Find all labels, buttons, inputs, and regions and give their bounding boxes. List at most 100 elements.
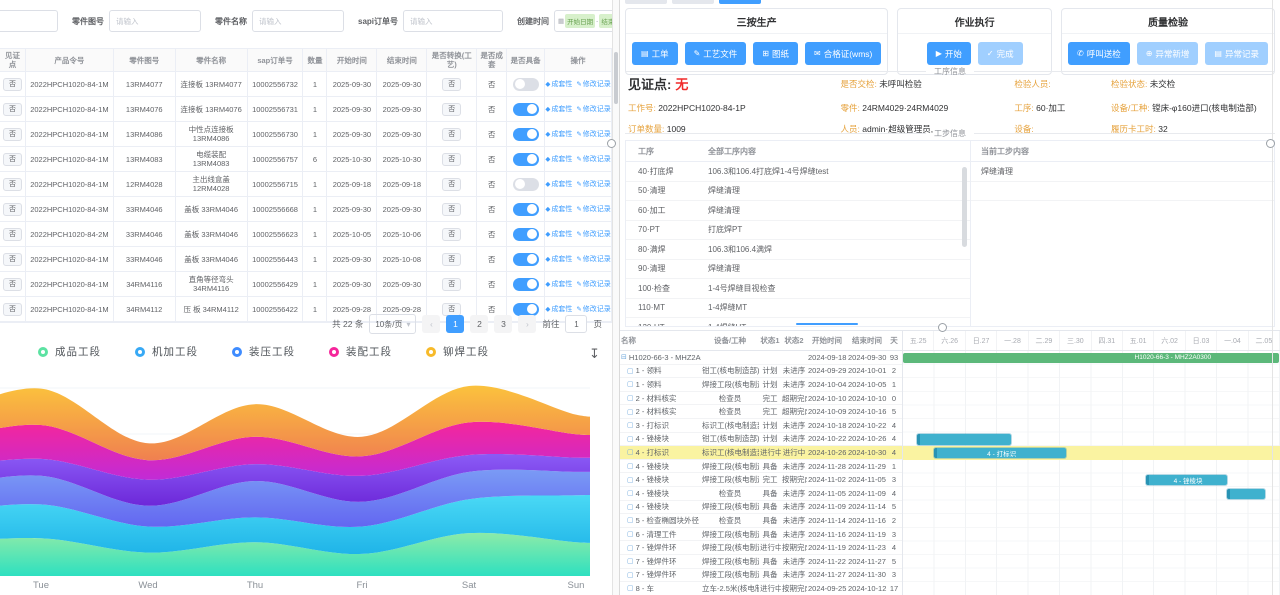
gantt-bar-group[interactable]: H1020-66-3 - MHZ2A0300 <box>903 352 1279 363</box>
top-tab[interactable] <box>672 0 714 4</box>
gantt-task-row[interactable]: ▢4 - 锉棱块 焊接工段(核电制造部)具备未进序2024-11-092024-1… <box>620 501 902 515</box>
convert-no-button[interactable]: 否 <box>442 152 462 166</box>
step-row[interactable]: 80·满焊 106.3和106.4满焊 <box>626 240 970 260</box>
convert-no-button[interactable]: 否 <box>442 227 462 241</box>
gantt-bar-task[interactable]: 4 - 打标识 <box>934 447 1066 459</box>
gantt-task-row[interactable]: ▢7 - 锉焊件环 焊接工段(核电制造部)具备未进序2024-11-222024-… <box>620 555 902 569</box>
step-row[interactable]: 60·加工 焊缝清理 <box>626 201 970 221</box>
action-link-kit-icon[interactable]: ◆成套性 <box>545 230 573 238</box>
action-link-edit-record-icon[interactable]: ✎修改记录 <box>576 230 611 238</box>
gantt-task-row[interactable]: ▢1 - 领料 焊接工段(核电制造部)计划未进序2024-10-042024-10… <box>620 378 902 392</box>
step-row[interactable]: 100·检查 1-4号焊缝目视检查 <box>626 279 970 299</box>
pane-scrollbar[interactable] <box>612 0 620 595</box>
gantt-task-row[interactable]: ▢6 - 清理工件 焊接工段(核电制造部)具备未进序2024-11-162024-… <box>620 528 902 542</box>
witness-no-button[interactable]: 否 <box>2 202 22 216</box>
gantt-task-row[interactable]: ▢7 - 锉焊件环 焊接工段(核电制造部)具备未进序2024-11-272024-… <box>620 569 902 583</box>
scrollbar-thumb[interactable] <box>614 52 618 104</box>
gantt-task-row[interactable]: ▢8 - 车 立车-2.5米(核电制造部)进行中按期完成2024-09-25202… <box>620 582 902 595</box>
gantt-task-row[interactable]: ▢ 5 - 检查椭圆块外径 检查员 具备 未进序 2024-11-14 2024-11-16… <box>620 514 902 528</box>
action-link-edit-record-icon[interactable]: ✎修改记录 <box>576 280 611 288</box>
enabled-toggle[interactable] <box>512 202 539 216</box>
convert-no-button[interactable]: 否 <box>442 177 462 191</box>
action-link-kit-icon[interactable]: ◆成套性 <box>545 155 573 163</box>
witness-no-button[interactable]: 否 <box>2 252 22 266</box>
page-button-2[interactable]: 2 <box>470 315 489 333</box>
enabled-toggle[interactable] <box>512 252 539 266</box>
step-row[interactable]: 40·打底焊 106.3和106.4打底焊1-4号焊缝test <box>626 162 970 182</box>
action-link-kit-icon[interactable]: ◆成套性 <box>545 80 573 88</box>
next-page-button[interactable]: › <box>518 315 537 333</box>
witness-no-button[interactable]: 否 <box>2 302 22 316</box>
图纸-button[interactable]: ⊞ 图纸 <box>753 42 799 65</box>
异常新增-button[interactable]: ⊕ 异常新增 <box>1136 42 1199 65</box>
prev-page-button[interactable]: ‹ <box>422 315 441 333</box>
step-row[interactable]: 110·MT 1-4焊缝MT <box>626 299 970 318</box>
page-button-3[interactable]: 3 <box>494 315 513 333</box>
action-link-kit-icon[interactable]: ◆成套性 <box>545 205 573 213</box>
part-drawing-no-input[interactable] <box>109 10 201 32</box>
异常记录-button[interactable]: ▤ 异常记录 <box>1205 42 1268 65</box>
enabled-toggle[interactable] <box>512 152 539 166</box>
legend-item[interactable]: 铆焊工段 <box>426 344 489 359</box>
page-size-select[interactable]: 10条/页 ▾ <box>369 314 417 334</box>
action-link-kit-icon[interactable]: ◆成套性 <box>545 105 573 113</box>
resize-handle[interactable] <box>1266 139 1275 148</box>
enabled-toggle[interactable] <box>512 177 539 191</box>
action-link-edit-record-icon[interactable]: ✎修改记录 <box>576 155 611 163</box>
enabled-toggle[interactable] <box>512 227 539 241</box>
enabled-toggle[interactable] <box>512 102 539 116</box>
convert-no-button[interactable]: 否 <box>442 277 462 291</box>
action-link-edit-record-icon[interactable]: ✎修改记录 <box>576 130 611 138</box>
legend-item[interactable]: 成品工段 <box>38 344 101 359</box>
action-link-edit-record-icon[interactable]: ✎修改记录 <box>576 80 611 88</box>
enabled-toggle[interactable] <box>512 77 539 91</box>
开始-button[interactable]: ▶ 开始 <box>926 42 971 65</box>
action-link-kit-icon[interactable]: ◆成套性 <box>545 180 573 188</box>
witness-no-button[interactable]: 否 <box>2 177 22 191</box>
legend-item[interactable]: 装压工段 <box>232 344 295 359</box>
witness-no-button[interactable]: 否 <box>2 127 22 141</box>
gantt-task-row[interactable]: ▢ 4 - 锉棱块 钳工(核电制造部) 计划 未进序 2024-10-22 2024-10-… <box>620 433 902 447</box>
action-link-edit-record-icon[interactable]: ✎修改记录 <box>576 205 611 213</box>
page-button-1[interactable]: 1 <box>446 315 465 333</box>
convert-no-button[interactable]: 否 <box>442 102 462 116</box>
witness-no-button[interactable]: 否 <box>2 77 22 91</box>
enabled-toggle[interactable] <box>512 302 539 316</box>
enabled-toggle[interactable] <box>512 277 539 291</box>
完成-button[interactable]: ✓ 完成 <box>977 42 1023 65</box>
gantt-bar-task[interactable] <box>1227 488 1265 499</box>
gantt-task-row[interactable]: ▢ 1 - 领料 钳工(核电制造部) 计划 未进序 2024-09-29 2024-10-0… <box>620 365 902 379</box>
create-time-range-picker[interactable]: ▦ 开始日期 - 结束日期 <box>554 10 612 32</box>
top-tab[interactable] <box>625 0 667 4</box>
action-link-kit-icon[interactable]: ◆成套性 <box>545 130 573 138</box>
convert-no-button[interactable]: 否 <box>442 127 462 141</box>
legend-item[interactable]: 机加工段 <box>135 344 198 359</box>
start-date-placeholder[interactable]: 开始日期 <box>565 14 596 28</box>
action-link-kit-icon[interactable]: ◆成套性 <box>545 305 573 313</box>
resize-handle[interactable] <box>938 323 947 332</box>
steps-hscrollbar[interactable] <box>796 322 858 325</box>
gantt-task-row[interactable]: ⊟H1020-66-3 - MHZ2A0300 2024-09-182024-09… <box>620 351 902 365</box>
gantt-task-row[interactable]: ▢4 - 锉棱块 焊接工段(核电制造部)具备未进序2024-11-282024-1… <box>620 460 902 474</box>
download-icon[interactable]: ↧ <box>589 346 600 361</box>
step-row[interactable]: 120·UT1-4焊缝UT <box>626 318 970 326</box>
工单-button[interactable]: ▤ 工单 <box>632 42 678 65</box>
action-link-edit-record-icon[interactable]: ✎修改记录 <box>576 105 611 113</box>
gantt-task-row[interactable]: ▢3 - 打标识 标识工(核电制造部)计划未进序2024-10-182024-10… <box>620 419 902 433</box>
enabled-toggle[interactable] <box>512 127 539 141</box>
gantt-task-row[interactable]: ▢4 - 打标识标识工(核电制造部)进行中进行中2024-10-262024-1… <box>620 446 902 460</box>
工艺文件-button[interactable]: ✎ 工艺文件 <box>684 42 747 65</box>
witness-no-button[interactable]: 否 <box>2 277 22 291</box>
action-link-edit-record-icon[interactable]: ✎修改记录 <box>576 255 611 263</box>
gantt-bar-task[interactable]: 4 - 锉棱块 <box>1145 474 1228 486</box>
witness-no-button[interactable]: 否 <box>2 102 22 116</box>
witness-no-button[interactable]: 否 <box>2 227 22 241</box>
goto-page-input[interactable] <box>565 315 588 333</box>
end-date-placeholder[interactable]: 结束日期 <box>599 14 612 28</box>
action-link-edit-record-icon[interactable]: ✎修改记录 <box>576 180 611 188</box>
convert-no-button[interactable]: 否 <box>442 252 462 266</box>
gantt-task-row[interactable]: ▢4 - 锉棱块 焊接工段(核电制造部)完工按期完成2024-11-022024-… <box>620 473 902 487</box>
steps-scrollbar-thumb[interactable] <box>962 167 967 247</box>
